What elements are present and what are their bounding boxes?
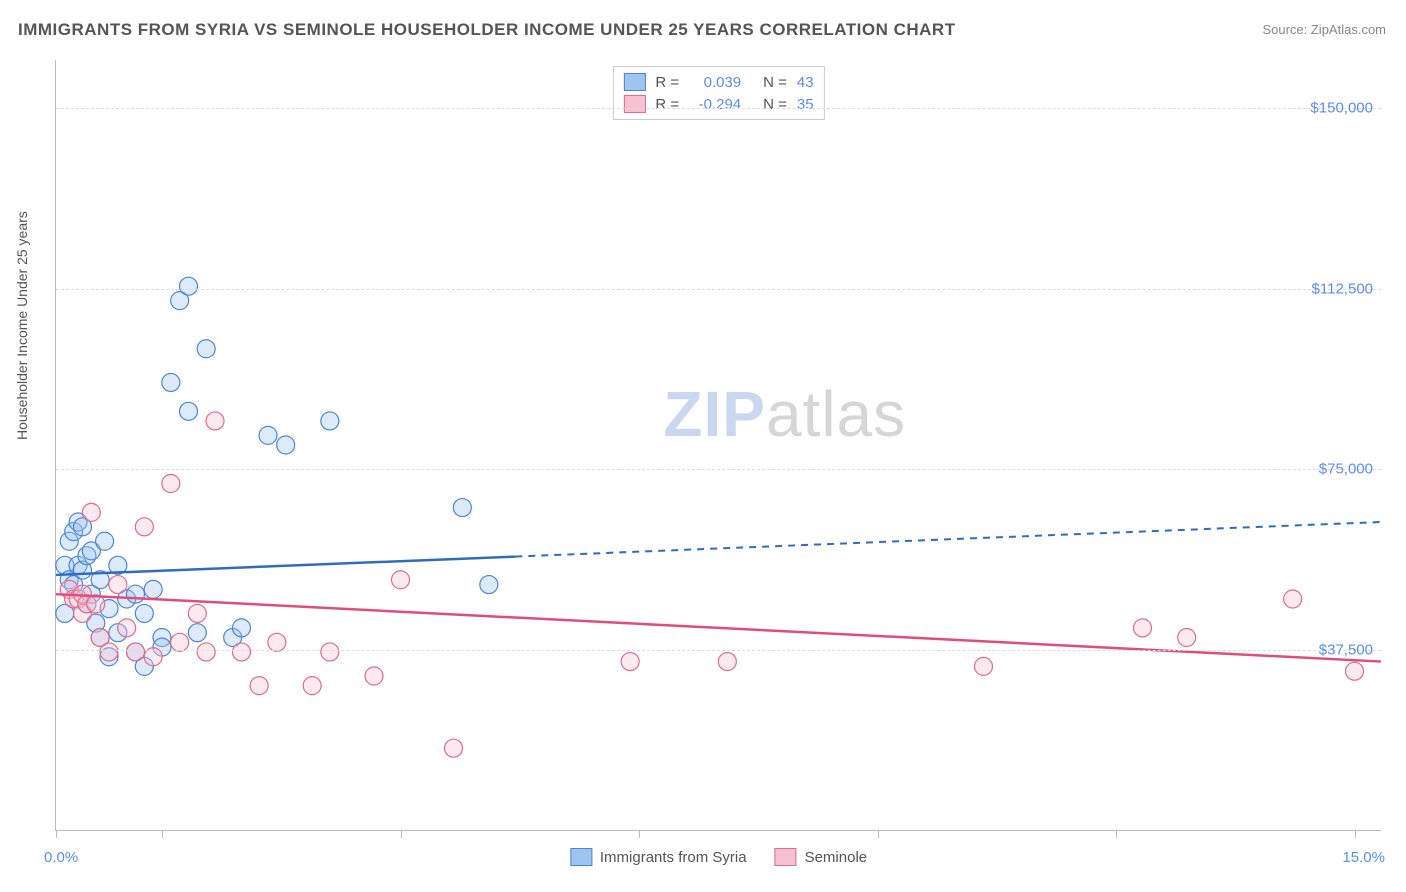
data-point: [162, 373, 180, 391]
data-point: [118, 619, 136, 637]
series-legend: Immigrants from Syria Seminole: [570, 848, 867, 866]
series-name: Seminole: [805, 849, 868, 866]
data-point: [718, 653, 736, 671]
series-legend-item: Immigrants from Syria: [570, 848, 747, 866]
data-point: [135, 604, 153, 622]
gridline: [56, 289, 1381, 290]
x-min-label: 0.0%: [44, 849, 78, 866]
data-point: [188, 624, 206, 642]
data-point: [445, 739, 463, 757]
gridline: [56, 108, 1381, 109]
data-point: [250, 677, 268, 695]
data-point: [127, 585, 145, 603]
regression-line-extrapolated: [515, 522, 1381, 557]
x-tick: [639, 830, 640, 838]
legend-swatch: [775, 848, 797, 866]
y-tick-label: $75,000: [1319, 461, 1373, 478]
data-point: [365, 667, 383, 685]
data-point: [321, 412, 339, 430]
x-max-label: 15.0%: [1342, 849, 1385, 866]
x-tick: [1116, 830, 1117, 838]
data-point: [303, 677, 321, 695]
data-point: [1134, 619, 1152, 637]
data-point: [321, 643, 339, 661]
data-point: [259, 426, 277, 444]
data-point: [233, 643, 251, 661]
data-point: [453, 499, 471, 517]
data-point: [1284, 590, 1302, 608]
y-tick-label: $112,500: [1312, 280, 1373, 297]
data-point: [144, 580, 162, 598]
data-point: [135, 518, 153, 536]
data-point: [127, 643, 145, 661]
x-tick: [56, 830, 57, 838]
data-point: [188, 604, 206, 622]
legend-swatch: [570, 848, 592, 866]
data-point: [197, 643, 215, 661]
y-axis-label: Householder Income Under 25 years: [14, 211, 30, 440]
data-point: [975, 657, 993, 675]
data-point: [233, 619, 251, 637]
data-point: [1346, 662, 1364, 680]
x-tick: [162, 830, 163, 838]
data-point: [197, 340, 215, 358]
x-tick: [878, 830, 879, 838]
chart-title: IMMIGRANTS FROM SYRIA VS SEMINOLE HOUSEH…: [18, 20, 956, 40]
data-point: [206, 412, 224, 430]
data-point: [162, 475, 180, 493]
data-point: [621, 653, 639, 671]
data-point: [82, 503, 100, 521]
data-point: [1178, 629, 1196, 647]
data-point: [109, 576, 127, 594]
scatter-svg: [56, 60, 1381, 830]
x-tick: [401, 830, 402, 838]
data-point: [277, 436, 295, 454]
data-point: [180, 402, 198, 420]
gridline: [56, 650, 1381, 651]
x-tick: [1355, 830, 1356, 838]
gridline: [56, 469, 1381, 470]
series-legend-item: Seminole: [775, 848, 868, 866]
series-name: Immigrants from Syria: [600, 849, 747, 866]
data-point: [392, 571, 410, 589]
data-point: [180, 277, 198, 295]
y-tick-label: $150,000: [1310, 100, 1373, 117]
y-tick-label: $37,500: [1319, 641, 1373, 658]
regression-line: [56, 594, 1381, 661]
data-point: [480, 576, 498, 594]
plot-area: R =0.039N =43R =-0.294N =35 ZIPatlas Imm…: [55, 60, 1381, 831]
data-point: [96, 532, 114, 550]
data-point: [100, 643, 118, 661]
source-label: Source: ZipAtlas.com: [1262, 22, 1386, 37]
